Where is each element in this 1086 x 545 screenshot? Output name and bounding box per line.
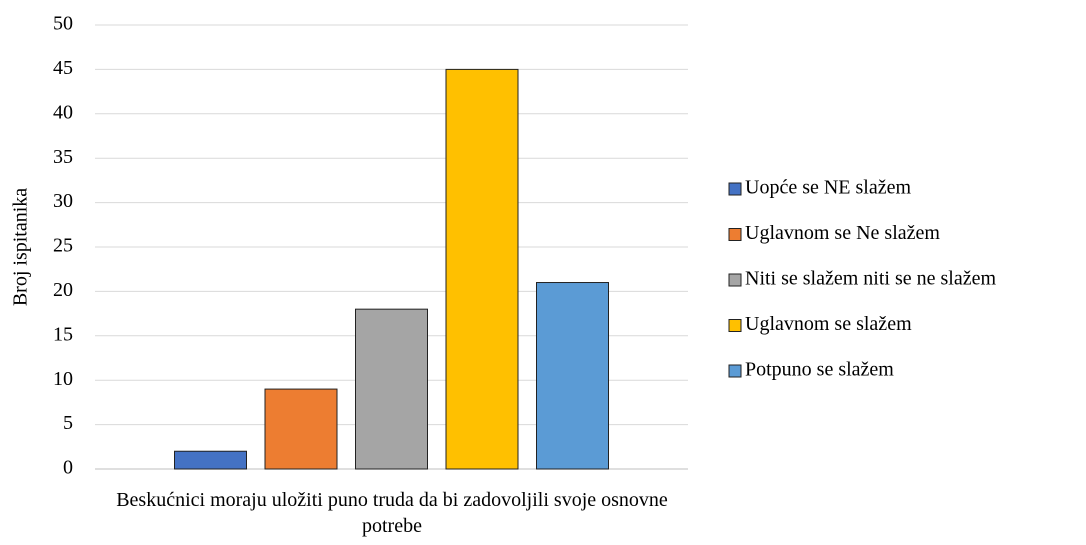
y-tick-label: 5 [63, 412, 73, 434]
y-tick-label: 20 [53, 279, 73, 301]
legend-label: Uglavnom se slažem [745, 313, 912, 335]
y-tick-label: 30 [53, 190, 73, 212]
bar [264, 388, 338, 470]
legend-label: Uglavnom se Ne slažem [745, 222, 940, 244]
y-tick-label: 45 [53, 57, 73, 79]
x-tick-label: Beskućnici moraju uložiti puno truda da … [116, 489, 668, 537]
legend-label: Niti se slažem niti se ne slažem [745, 268, 996, 290]
bar [445, 68, 519, 470]
bar [536, 282, 609, 470]
legend-swatch [728, 364, 742, 378]
y-tick-label: 35 [53, 146, 73, 168]
legend-label: Potpuno se slažem [745, 359, 894, 381]
y-tick-label: 50 [53, 13, 73, 35]
y-tick-label: 0 [63, 457, 73, 479]
y-tick-label: 10 [53, 368, 73, 390]
y-tick-label: 40 [53, 101, 73, 123]
bar [355, 308, 428, 470]
bar [174, 450, 247, 470]
y-axis-label: Broj ispitanika [10, 188, 32, 306]
legend-swatch [728, 319, 742, 332]
legend-swatch [728, 182, 742, 196]
legend-swatch [728, 273, 742, 287]
legend-swatch [728, 228, 742, 241]
y-tick-label: 25 [53, 235, 73, 257]
y-tick-label: 15 [53, 323, 73, 345]
legend-label: Uopće se NE slažem [745, 177, 911, 199]
